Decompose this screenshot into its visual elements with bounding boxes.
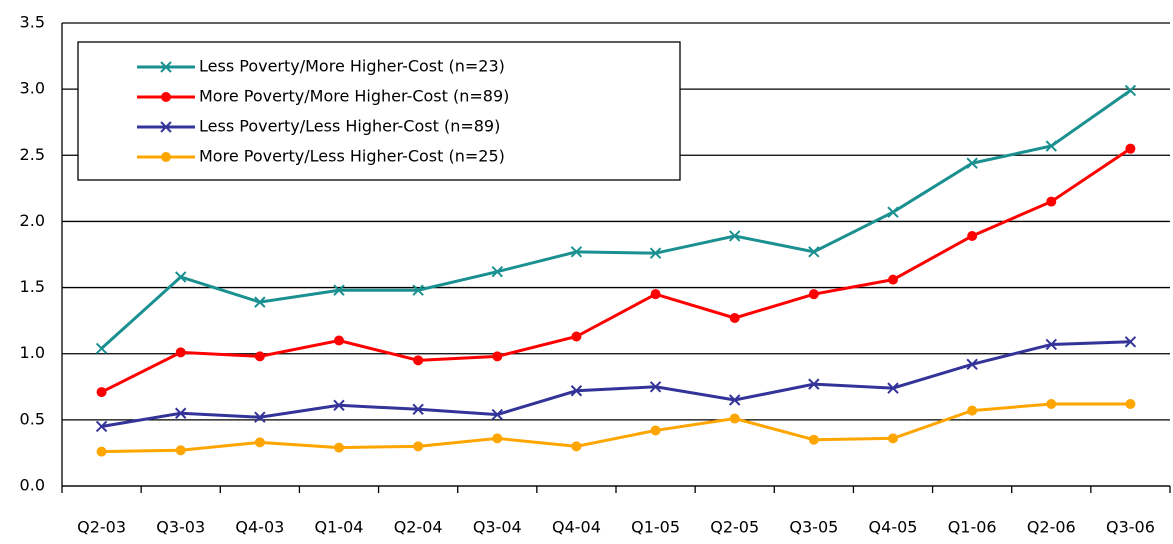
y-tick-label: 3.0 [20,79,45,98]
x-tick-label: Q2-06 [1027,518,1076,537]
data-point [570,246,583,258]
data-point [650,425,661,436]
data-point [1045,140,1057,152]
data-point [1045,338,1057,351]
data-point [729,413,740,424]
data-point [412,284,424,296]
data-point [334,442,344,453]
data-point [95,342,108,355]
series-line [100,89,1132,350]
data-point [254,351,265,362]
data-point [413,355,424,366]
y-tick-label: 3.5 [20,13,45,32]
x-tick-label: Q1-06 [948,518,997,537]
data-point [413,441,424,452]
data-point [1125,143,1136,154]
x-tick-label: Q4-03 [235,518,284,537]
legend-marker [160,121,172,133]
data-point [888,274,898,285]
data-point [492,433,503,444]
data-point [1125,398,1136,409]
legend-label: More Poverty/More Higher-Cost (n=89) [199,87,509,106]
series-line [100,147,1132,394]
data-point [491,408,503,421]
data-point [96,387,107,398]
legend-label: Less Poverty/Less Higher-Cost (n=89) [199,117,500,136]
y-tick-label: 1.0 [20,343,45,362]
data-point [571,441,582,452]
x-tick-label: Q2-05 [710,518,759,537]
x-tick-label: Q4-04 [552,518,601,537]
x-tick-label: Q2-04 [394,518,443,537]
x-tick-label: Q3-03 [156,518,205,537]
data-point [649,381,662,393]
legend-marker [161,152,171,162]
data-point [967,230,978,241]
data-point [966,358,978,371]
data-point [808,246,820,258]
data-point [254,411,266,423]
data-point [96,446,107,457]
x-tick-label: Q1-04 [315,518,364,537]
data-point [95,420,108,433]
data-point [571,331,582,342]
data-point [254,437,265,448]
legend-label: More Poverty/Less Higher-Cost (n=25) [199,147,505,166]
data-point [1046,196,1057,207]
data-point [175,347,186,358]
data-point [175,445,186,456]
data-point [175,271,187,283]
data-point [888,433,898,444]
series-line [101,340,1131,428]
data-point [492,351,503,362]
data-point [967,405,978,416]
data-point [491,265,503,278]
y-tick-label: 0.0 [20,476,45,495]
legend-label: Less Poverty/More Higher-Cost (n=23) [199,57,505,76]
x-tick-label: Q4-05 [869,518,918,537]
legend-marker [160,61,172,73]
data-point [729,394,741,406]
data-point [729,230,741,242]
x-tick-label: Q3-06 [1106,518,1155,537]
data-point [1124,84,1137,97]
x-tick-label: Q3-05 [789,518,838,537]
data-point [887,206,899,218]
y-tick-label: 2.0 [20,211,45,230]
legend-marker [161,92,171,102]
data-point [333,284,345,296]
data-point [808,289,819,300]
x-tick-label: Q2-03 [77,518,126,537]
data-point [175,407,187,419]
data-point [333,399,345,412]
y-tick-label: 1.5 [20,277,45,296]
series-line [101,402,1131,454]
data-point [729,312,740,323]
data-point [650,289,661,300]
data-point [1046,398,1057,409]
data-point [808,434,819,445]
data-point [412,403,424,415]
x-tick-label: Q3-04 [473,518,522,537]
y-tick-label: 2.5 [20,145,45,164]
data-point [887,382,899,394]
data-point [254,296,266,308]
data-point [649,247,662,259]
data-point [966,157,978,169]
data-point [808,378,820,390]
data-point [570,385,583,397]
x-tick-label: Q1-05 [631,518,680,537]
data-point [1124,336,1137,348]
y-tick-label: 0.5 [20,409,45,428]
data-point [334,335,344,346]
